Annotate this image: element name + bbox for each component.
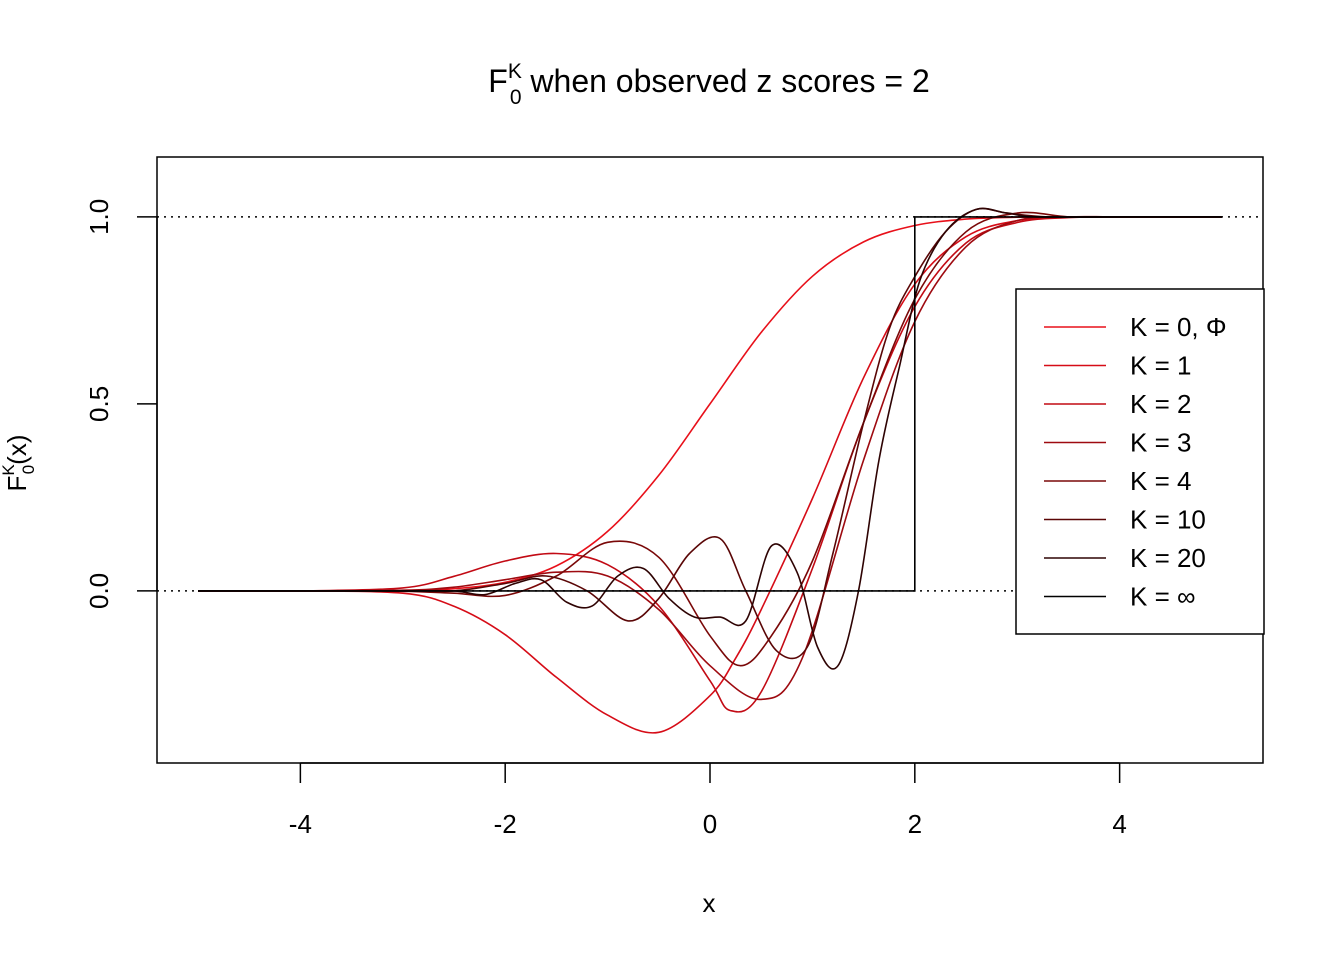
chart-title: FK 0 when observed z scores = 2	[488, 60, 929, 109]
legend-label: K = 0, Φ	[1130, 312, 1227, 342]
y-axis-label: FK0(x)	[0, 434, 38, 491]
y-tick-label: 1.0	[84, 199, 114, 235]
x-tick-label: 2	[908, 809, 922, 839]
legend-items: K = 0, Φ K = 1 K = 2 K = 3 K = 4 K = 10 K = 20…	[1044, 312, 1227, 612]
y-axis: 0.0 0.5 1.0	[84, 199, 158, 609]
y-tick-label: 0.0	[84, 573, 114, 609]
series-line-4	[197, 211, 1222, 667]
x-axis-label: x	[703, 888, 716, 918]
legend: K = 0, Φ K = 1 K = 2 K = 3 K = 4 K = 10 K = 20…	[1015, 288, 1265, 635]
legend-label: K = 20	[1130, 543, 1206, 573]
legend-label: K = 3	[1130, 428, 1191, 458]
series-layer	[197, 207, 1223, 734]
legend-label: K = 4	[1130, 466, 1191, 496]
series-line-7	[198, 216, 1222, 592]
series-line-6	[197, 207, 1222, 670]
svg-text:FK0(x): FK0(x)	[0, 434, 38, 491]
x-axis: -4 -2 0 2 4	[289, 762, 1127, 839]
x-tick-label: -4	[289, 809, 312, 839]
x-tick-label: 0	[703, 809, 717, 839]
y-tick-label: 0.5	[84, 386, 114, 422]
legend-label: K = ∞	[1130, 582, 1196, 612]
legend-label: K = 1	[1130, 351, 1191, 381]
series-line-3	[197, 215, 1222, 701]
x-tick-label: 4	[1112, 809, 1126, 839]
legend-label: K = 2	[1130, 389, 1191, 419]
legend-label: K = 10	[1130, 505, 1206, 535]
legend-box	[1015, 288, 1265, 635]
series-line-2	[197, 216, 1223, 713]
x-tick-label: -2	[494, 809, 517, 839]
